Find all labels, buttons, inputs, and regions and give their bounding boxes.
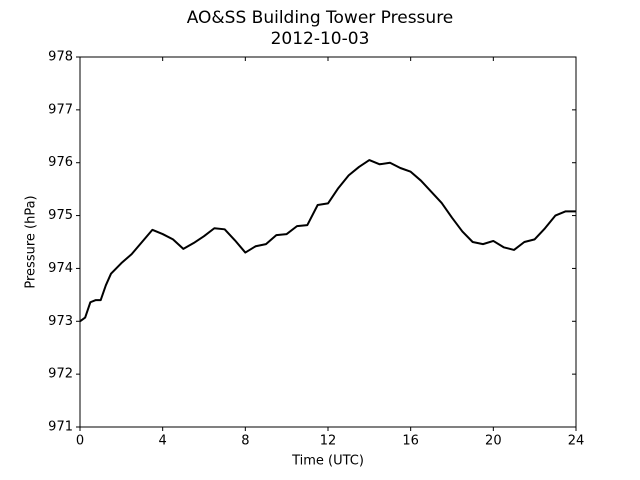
x-axis-label: Time (UTC) [291,454,364,469]
y-tick-label: 978 [48,50,73,65]
y-tick-label: 975 [48,208,73,223]
chart-title: AO&SS Building Tower Pressure [187,8,454,28]
y-tick-label: 977 [48,102,73,117]
x-tick-label: 0 [76,434,84,449]
data-line [79,159,576,323]
x-tick-label: 24 [568,434,585,449]
plot-frame [79,56,577,428]
y-tick-label: 971 [48,420,73,435]
y-tick-label: 972 [48,367,73,382]
y-axis-label: Pressure (hPa) [24,195,39,288]
x-tick-label: 20 [485,434,502,449]
y-tick-label: 973 [48,314,73,329]
x-tick-label: 12 [320,434,337,449]
y-tick-label: 974 [48,261,73,276]
x-tick-label: 4 [159,434,167,449]
x-tick-label: 8 [241,434,249,449]
chart-subtitle: 2012-10-03 [271,29,370,49]
x-tick-label: 16 [402,434,419,449]
y-tick-label: 976 [48,155,73,170]
